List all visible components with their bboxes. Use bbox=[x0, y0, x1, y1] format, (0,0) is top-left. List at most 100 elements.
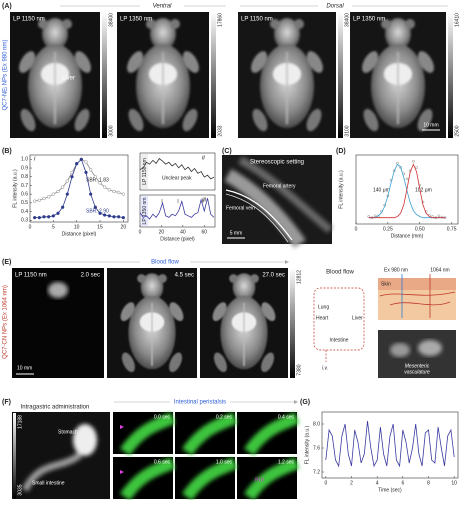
data-marker bbox=[51, 214, 55, 218]
data-point bbox=[437, 214, 441, 218]
image-label: Mesenteric bbox=[405, 363, 430, 369]
flow-label: Blood flow bbox=[151, 260, 179, 266]
signal bbox=[418, 340, 442, 356]
data-marker bbox=[47, 215, 51, 219]
emission-label: 1064 nm bbox=[430, 267, 449, 273]
x-tick-label: 4 bbox=[376, 480, 379, 486]
data-marker bbox=[98, 181, 102, 185]
organ-label: Heart bbox=[316, 315, 329, 321]
data-point bbox=[367, 215, 371, 218]
plot-frame bbox=[139, 194, 216, 228]
plot-frame bbox=[29, 154, 129, 223]
x-tick-label: 10 bbox=[451, 480, 457, 486]
subplot-label: i bbox=[34, 157, 36, 163]
data-line bbox=[368, 163, 446, 219]
diagram-title: Blood flow bbox=[326, 270, 354, 276]
x-axis-label: Distance (mm) bbox=[391, 233, 424, 239]
time-label: 2.0 sec bbox=[81, 273, 100, 279]
y-axis-label: FL intensity (a.u.) bbox=[338, 170, 344, 209]
data-marker bbox=[33, 215, 37, 220]
vessel-illustration bbox=[379, 291, 456, 306]
x-tick-label: 0 bbox=[139, 229, 142, 235]
x-tick-label: 15 bbox=[97, 224, 103, 230]
data-line bbox=[325, 420, 455, 468]
signal bbox=[21, 424, 97, 492]
panel-label: (F) bbox=[2, 399, 11, 406]
colorbar bbox=[211, 12, 216, 138]
y-axis-label: FL intensity (a.u.) bbox=[12, 169, 18, 208]
y-tick-label: 0.8 bbox=[21, 174, 28, 180]
plot-frame bbox=[321, 411, 459, 479]
x-axis-label: Time (sec) bbox=[378, 487, 402, 493]
signal bbox=[390, 343, 410, 357]
plot-frame bbox=[139, 152, 216, 191]
circulation-diagram bbox=[313, 287, 365, 362]
organ-label: Stomach bbox=[58, 429, 78, 435]
skin-label: Skin bbox=[381, 281, 391, 287]
side-label: QC7-NEᵢ NPs (Ex 980 nm) bbox=[3, 40, 9, 111]
y-tick-label: 0.4 bbox=[21, 209, 28, 215]
x-tick-label: 20 bbox=[121, 224, 127, 230]
data-marker bbox=[42, 215, 46, 219]
data-marker bbox=[51, 192, 55, 196]
colorbar-min: 3035 bbox=[17, 484, 23, 495]
roi-label: ROI bbox=[255, 477, 264, 483]
data-marker bbox=[89, 168, 93, 172]
x-tick-label: 6 bbox=[401, 480, 404, 486]
data-marker bbox=[42, 196, 46, 201]
y-label-box bbox=[141, 196, 148, 226]
colorbar-min: 7380 bbox=[296, 364, 302, 375]
data-marker bbox=[75, 162, 79, 166]
data-marker bbox=[93, 175, 97, 179]
data-marker bbox=[61, 205, 65, 209]
panel-label: (B) bbox=[2, 148, 12, 155]
data-marker bbox=[84, 160, 88, 164]
time-label: 0.2 sec bbox=[216, 414, 233, 420]
filter-label: LP 1350 nm bbox=[120, 17, 152, 23]
view-label: Dorsal bbox=[326, 4, 344, 10]
scale-bar-label: 10 mm bbox=[17, 365, 32, 371]
data-marker bbox=[61, 185, 65, 189]
x-tick-label: 0 bbox=[355, 226, 358, 232]
vessel-label: Femoral artery bbox=[263, 183, 296, 189]
data-point bbox=[415, 166, 418, 169]
scale-bar-label: 10 mm bbox=[423, 122, 438, 128]
data-line bbox=[34, 158, 124, 202]
time-label: 27.0 sec bbox=[262, 273, 285, 279]
colorbar-max: 17188 bbox=[17, 415, 23, 429]
x-tick-label: 0.75 bbox=[447, 226, 457, 232]
colorbar bbox=[102, 12, 107, 138]
x-tick-label: 0 bbox=[29, 224, 32, 230]
data-marker bbox=[79, 157, 83, 162]
colorbar-max: 17860 bbox=[217, 13, 223, 27]
data-point bbox=[405, 177, 409, 181]
x-tick-label: 0 bbox=[324, 480, 327, 486]
data-marker bbox=[56, 189, 60, 194]
x-tick-label: 0.50 bbox=[415, 226, 425, 232]
organ-label: Small intestine bbox=[32, 480, 65, 486]
arrow-head bbox=[294, 400, 298, 404]
panel-label: (D) bbox=[336, 148, 346, 155]
x-tick-label: 10 bbox=[74, 224, 80, 230]
organ-label: Liver bbox=[62, 76, 75, 82]
data-marker bbox=[117, 215, 121, 219]
y-tick-label: 0.9 bbox=[21, 165, 28, 171]
peristalsis-tiles bbox=[113, 412, 300, 501]
vessels bbox=[224, 156, 333, 248]
x-axis-label: Distance (pixel) bbox=[160, 236, 195, 242]
subplot-label: ii bbox=[202, 156, 205, 162]
colorbar-max: 38400 bbox=[108, 13, 114, 27]
x-tick-label: 5 bbox=[52, 224, 55, 230]
annotation: SBR: 2.90 bbox=[86, 208, 109, 214]
data-marker bbox=[112, 215, 116, 219]
data-marker bbox=[47, 195, 51, 199]
colorbar-min: 2500 bbox=[454, 125, 460, 136]
x-tick-label: 2 bbox=[350, 480, 353, 486]
filter-label: LP 1150 nm bbox=[241, 17, 273, 23]
data-marker bbox=[65, 179, 69, 183]
data-line bbox=[139, 158, 215, 180]
panel-label: (C) bbox=[222, 148, 232, 155]
data-marker bbox=[33, 199, 37, 203]
